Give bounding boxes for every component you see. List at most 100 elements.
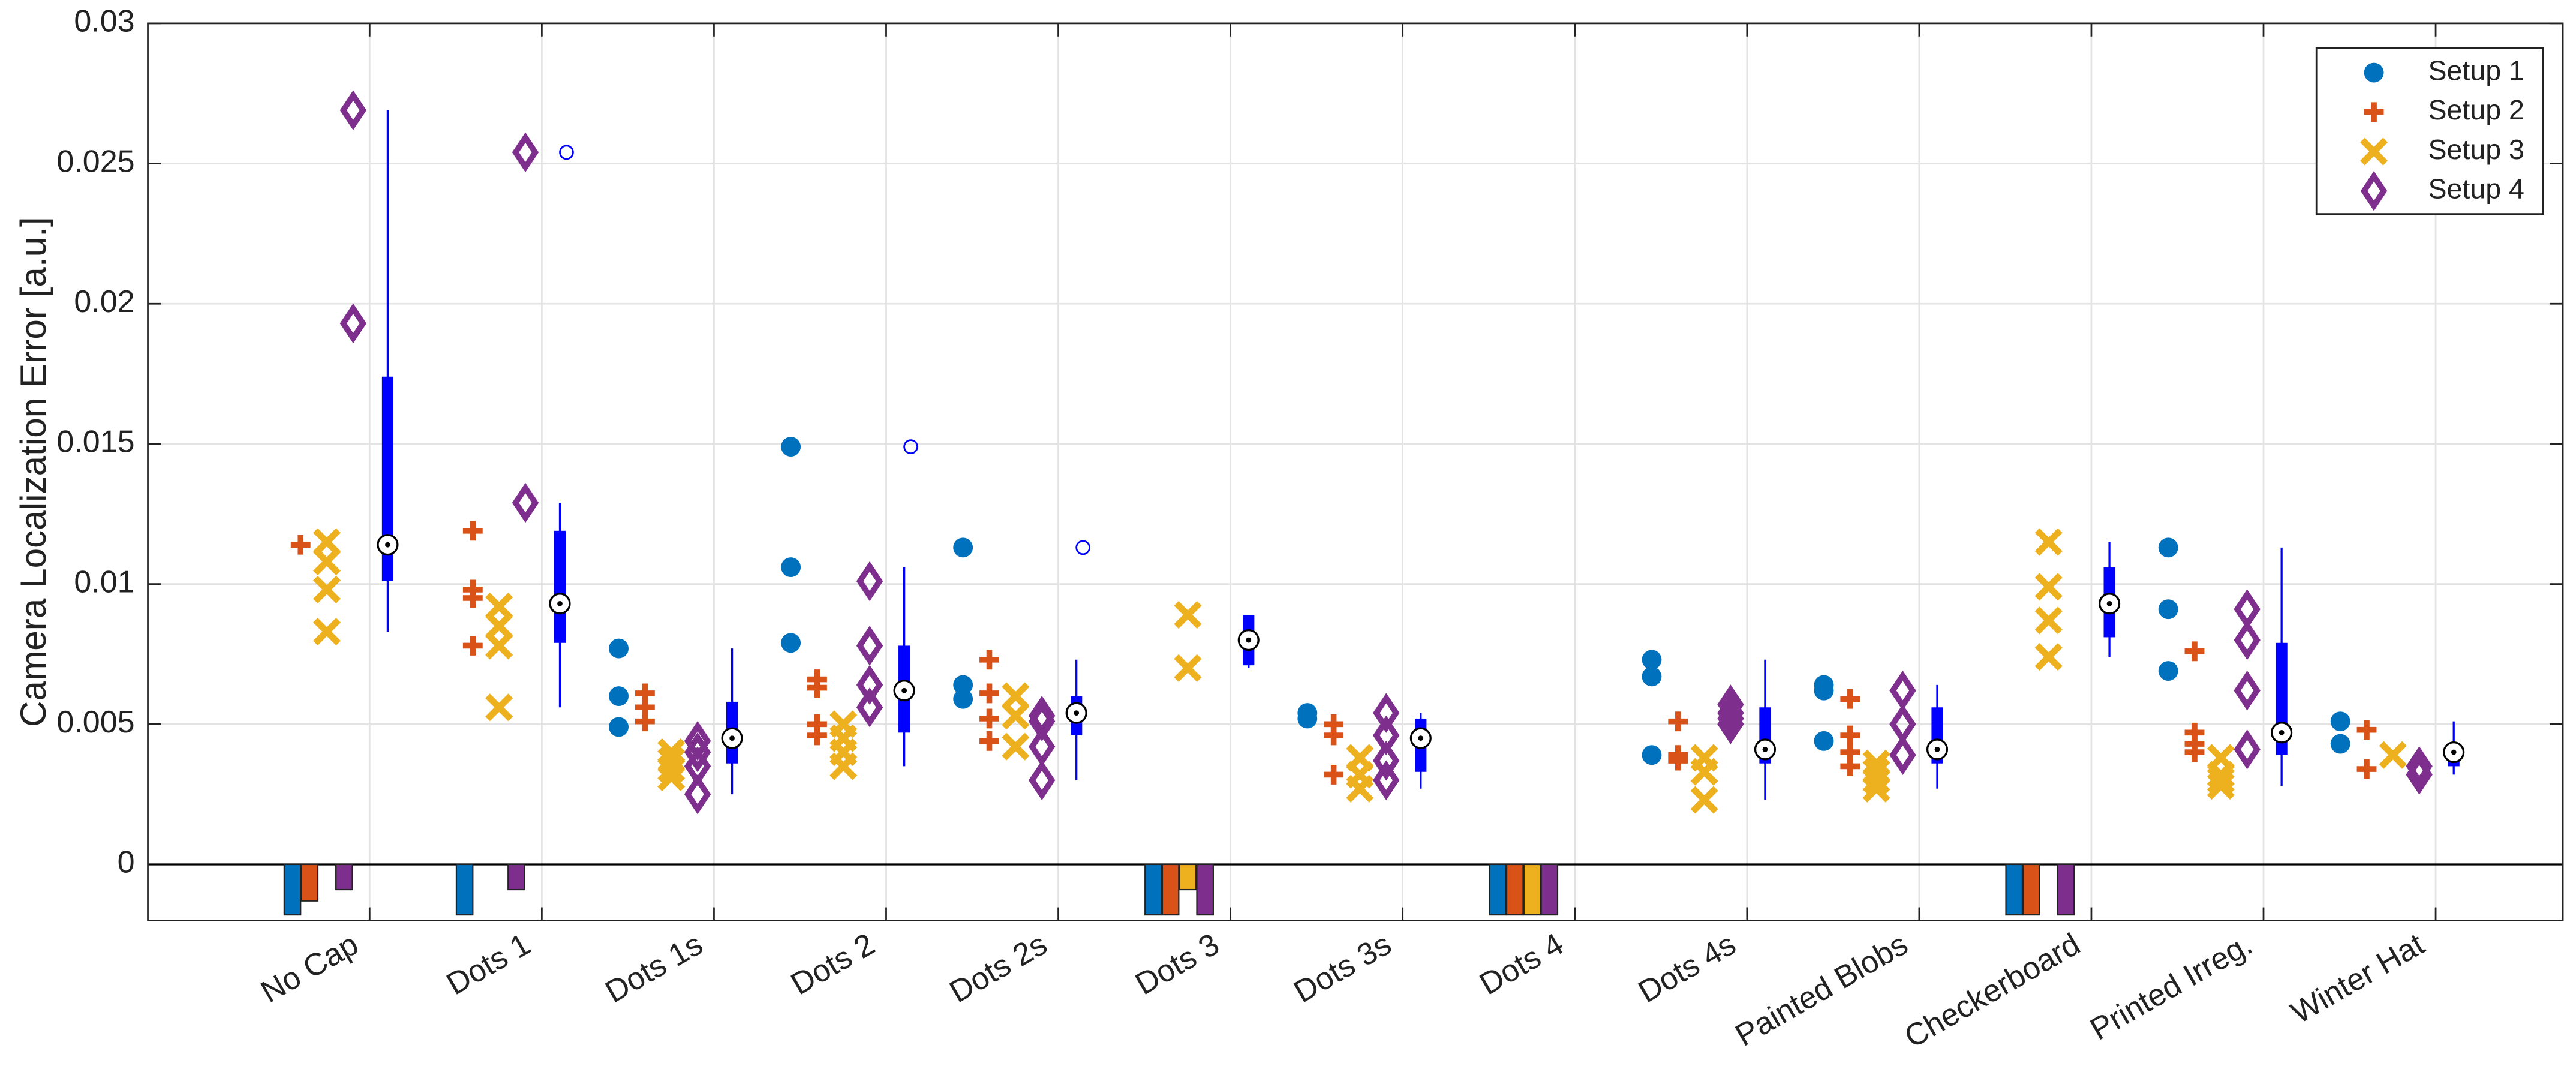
legend-label: Setup 4 xyxy=(2428,173,2524,205)
legend-label: Setup 3 xyxy=(2428,134,2524,165)
box xyxy=(554,530,566,643)
y-axis-label: Camera Localization Error [a.u.] xyxy=(13,217,53,727)
data-point xyxy=(953,675,973,695)
data-point xyxy=(2158,599,2178,620)
x-tick-label: Dots 2s xyxy=(944,927,1053,1010)
data-point xyxy=(1840,689,1860,709)
median-dot xyxy=(2451,749,2457,755)
legend-label: Setup 2 xyxy=(2428,94,2524,125)
data-point xyxy=(290,535,311,555)
data-point xyxy=(635,711,655,732)
data-point xyxy=(1668,750,1688,771)
plot-frame xyxy=(147,22,2564,921)
data-point xyxy=(1668,711,1688,732)
data-point xyxy=(1324,725,1344,746)
data-point xyxy=(1642,666,1662,687)
failure-bar xyxy=(1144,863,1162,916)
x-tick-label: Winter Hat xyxy=(2285,927,2430,1031)
x-tick-label: Checkerboard xyxy=(1899,927,2086,1055)
data-point xyxy=(2330,734,2350,754)
median-dot xyxy=(729,735,735,741)
data-point xyxy=(856,687,883,728)
data-point xyxy=(313,548,341,576)
data-point xyxy=(1028,760,1056,801)
data-point xyxy=(979,731,999,751)
data-point xyxy=(2330,711,2350,732)
data-point xyxy=(856,665,883,705)
median-dot xyxy=(2279,729,2285,735)
data-point xyxy=(2034,573,2063,601)
data-point xyxy=(979,650,999,670)
legend-marker xyxy=(2360,170,2388,211)
failure-bar xyxy=(1505,863,1524,916)
x-tick-label: No Cap xyxy=(255,927,364,1010)
failure-bar xyxy=(1540,863,1559,916)
data-point xyxy=(512,482,539,523)
data-point xyxy=(339,303,367,344)
failure-bar xyxy=(507,863,525,891)
x-tick-label: Printed Irreg. xyxy=(2085,927,2258,1047)
data-point xyxy=(1889,670,1916,711)
data-point xyxy=(1174,654,1202,682)
data-point xyxy=(2234,620,2261,660)
median-dot xyxy=(2106,600,2112,606)
data-point xyxy=(1346,774,1374,803)
data-point xyxy=(807,678,827,698)
data-point xyxy=(609,638,629,659)
data-point xyxy=(1028,726,1056,767)
data-point xyxy=(1690,758,1718,786)
data-point xyxy=(1889,735,1916,776)
median-dot xyxy=(385,542,390,548)
data-point xyxy=(781,437,801,457)
data-point xyxy=(1297,708,1318,729)
data-point xyxy=(2207,772,2235,800)
data-point xyxy=(1717,704,1744,744)
outlier xyxy=(903,439,918,454)
x-tick-label: Dots 3 xyxy=(1129,927,1225,1002)
data-point xyxy=(2234,589,2261,629)
median-dot xyxy=(1418,735,1424,741)
data-point xyxy=(1373,760,1400,801)
y-tick-label: 0.015 xyxy=(56,425,134,460)
data-point xyxy=(2158,661,2178,681)
x-tick-label: Dots 2 xyxy=(785,927,880,1002)
y-tick-label: 0.005 xyxy=(56,705,134,740)
data-point xyxy=(2184,641,2205,662)
data-point xyxy=(2406,755,2433,795)
median-dot xyxy=(1934,746,1940,752)
data-point xyxy=(1862,766,1890,794)
data-point xyxy=(1373,693,1400,733)
y-tick-label: 0.025 xyxy=(56,144,134,179)
failure-bar xyxy=(1196,863,1214,916)
data-point xyxy=(684,774,711,815)
data-point xyxy=(2034,643,2063,671)
data-point xyxy=(2406,746,2433,786)
y-tick-label: 0.02 xyxy=(74,284,134,319)
data-point xyxy=(2356,759,2377,779)
data-point xyxy=(953,689,973,709)
legend-marker xyxy=(2360,137,2388,166)
legend-marker xyxy=(2364,62,2384,83)
data-point xyxy=(2034,606,2063,635)
data-point xyxy=(1840,756,1860,776)
data-point xyxy=(807,725,827,746)
data-point xyxy=(2379,741,2407,769)
x-tick-label: Dots 4s xyxy=(1633,927,1742,1010)
data-point xyxy=(781,633,801,653)
failure-bar xyxy=(300,863,319,902)
data-point xyxy=(339,90,367,131)
data-point xyxy=(1690,786,1718,814)
data-point xyxy=(2356,720,2377,740)
failure-bar xyxy=(2005,863,2023,916)
data-point xyxy=(657,755,686,783)
data-point xyxy=(829,752,858,780)
data-point xyxy=(856,561,883,602)
failure-bar xyxy=(283,863,302,916)
data-point xyxy=(462,636,483,656)
data-point xyxy=(657,764,686,792)
data-point xyxy=(485,632,513,660)
data-point xyxy=(1324,764,1344,785)
data-point xyxy=(1717,684,1744,725)
legend-label: Setup 1 xyxy=(2428,55,2524,86)
y-tick-label: 0.01 xyxy=(74,564,134,599)
